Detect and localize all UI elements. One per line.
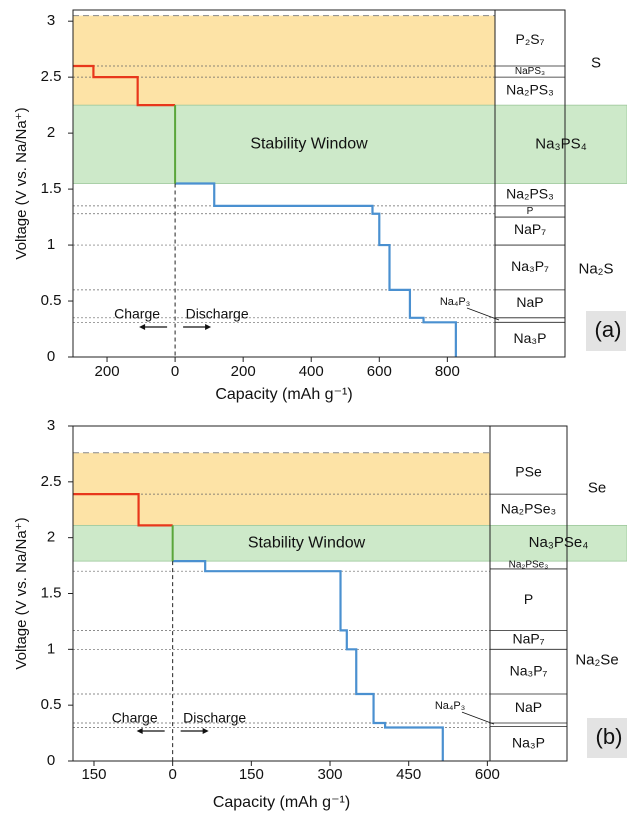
y-tick-label: 2.5 [41, 473, 62, 490]
charge-arrowhead [139, 324, 146, 330]
charge-label: Charge [112, 710, 158, 726]
y-tick-label: 2 [47, 529, 55, 546]
discharge-arrowhead [202, 728, 209, 734]
x-tick-label: 400 [299, 363, 324, 380]
discharge-curve [175, 182, 457, 357]
x-tick-label: 800 [435, 363, 460, 380]
phase-label: PSe [515, 464, 542, 480]
stable-phase-label: Na₃PS₄ [535, 135, 586, 152]
charge-curve [73, 64, 176, 107]
phase-label: Na₃P₇ [510, 662, 548, 678]
oxidation-region [73, 15, 495, 106]
charge-label: Charge [114, 306, 160, 322]
phase-label: P₂S₇ [516, 31, 545, 47]
panel-a: Stability Window Charge Discharge P₂S₇ NaPS₃… [13, 9, 627, 403]
decomposition-phase-label: Na₂Se [575, 651, 618, 668]
x-tick-label: 450 [396, 766, 421, 783]
x-axis-label: Capacity (mAh g⁻¹) [213, 794, 350, 811]
x-tick-label: 600 [367, 363, 392, 380]
stability-window-label: Stability Window [248, 534, 366, 551]
y-tick-label: 3 [47, 12, 55, 29]
phase-label: Na₃P [512, 734, 545, 750]
discharge-arrowhead [205, 324, 212, 330]
phase-label: Na₂PS₃ [506, 185, 554, 201]
phase-label: P [527, 206, 534, 217]
y-tick-label: 0.5 [41, 696, 62, 713]
stable-phase-label: Na₃PSe₄ [529, 534, 589, 551]
phase-label: Na₂PS₃ [506, 81, 554, 97]
y-axis-label: Voltage (V vs. Na/Na⁺) [13, 107, 30, 259]
phase-label: Na₂PSe₃ [509, 560, 549, 571]
x-tick-label: 200 [95, 363, 120, 380]
phase-label: NaP [516, 294, 543, 310]
na4p3-label: Na₄P₃ [435, 700, 465, 712]
x-tick-label: 600 [475, 766, 500, 783]
decomposition-phase-label: S [591, 55, 601, 72]
x-axis-label: Capacity (mAh g⁻¹) [215, 386, 352, 403]
panel-label-box [586, 311, 626, 351]
x-tick-label: 0 [168, 766, 176, 783]
panel-label: (a) [595, 317, 622, 342]
phase-label: NaP [515, 699, 542, 715]
decomposition-phase-label: Na₂S [578, 261, 613, 278]
oxidation-region [73, 452, 490, 526]
y-tick-label: 0 [47, 752, 55, 769]
discharge-label: Discharge [186, 306, 249, 322]
stability-window [72, 524, 627, 562]
phase-label: NaPS₃ [515, 66, 545, 77]
stability-window [72, 104, 627, 184]
y-tick-label: 1.5 [41, 180, 62, 197]
y-tick-label: 3 [47, 417, 55, 434]
x-tick-label: 300 [318, 766, 343, 783]
phase-label: Na₂PSe₃ [501, 500, 557, 516]
x-tick-label: 200 [231, 363, 256, 380]
stability-window-label: Stability Window [250, 136, 368, 153]
phase-label: P [524, 591, 533, 607]
phase-label: Na₃P₇ [511, 258, 549, 274]
charge-curve [73, 493, 173, 527]
panel-label: (b) [596, 724, 623, 749]
phase-label: Na₃P [514, 330, 547, 346]
na4p3-pointer [466, 307, 500, 321]
decomposition-phase-label: Se [588, 480, 606, 497]
y-tick-label: 0 [47, 348, 55, 365]
discharge-curve [172, 560, 444, 761]
phase-label: NaP₇ [512, 631, 544, 647]
y-tick-label: 1.5 [41, 584, 62, 601]
discharge-label: Discharge [183, 710, 246, 726]
y-tick-label: 2 [47, 124, 55, 141]
na4p3-pointer [461, 711, 495, 725]
y-tick-label: 1 [47, 640, 55, 657]
panel-label-box [587, 718, 627, 758]
x-tick-label: 0 [171, 363, 179, 380]
x-tick-label: 150 [81, 766, 106, 783]
phase-label: NaP₇ [514, 221, 546, 237]
charge-arrowhead [136, 728, 143, 734]
y-tick-label: 1 [47, 236, 55, 253]
y-tick-label: 2.5 [41, 68, 62, 85]
y-tick-label: 0.5 [41, 292, 62, 309]
na4p3-label: Na₄P₃ [440, 296, 470, 308]
x-tick-label: 150 [239, 766, 264, 783]
y-axis-label: Voltage (V vs. Na/Na⁺) [13, 517, 30, 669]
